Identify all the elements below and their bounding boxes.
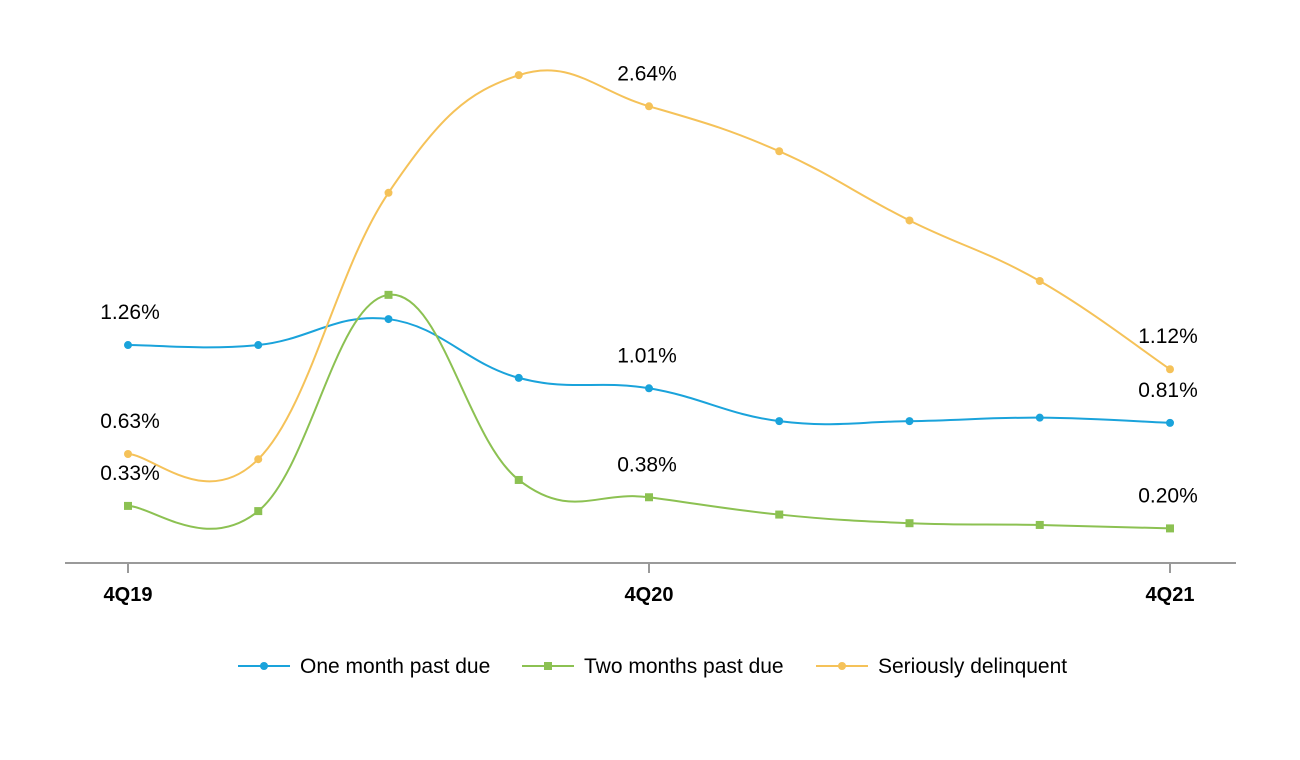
seriously-delinquent-point-4Q21	[1166, 365, 1174, 374]
legend-label: Two months past due	[584, 655, 784, 678]
seriously-delinquent-point-2Q20	[384, 188, 393, 197]
one-month-past-due-point-3Q21	[1035, 413, 1044, 422]
seriously-delinquent-line	[127, 69, 1171, 483]
x-tick-label: 4Q19	[104, 584, 153, 606]
two-months-past-due-data-label: 0.33%	[100, 462, 160, 485]
seriously-delinquent-data-label: 1.12%	[1138, 325, 1198, 348]
two-months-past-due-point-4Q20	[645, 493, 653, 502]
two-months-past-due-point-3Q21	[1035, 520, 1044, 529]
two-months-past-due-point-2Q21	[905, 519, 914, 528]
seriously-delinquent-point-3Q20	[514, 71, 523, 80]
two-months-past-due-point-2Q20	[384, 290, 393, 299]
legend-label: Seriously delinquent	[878, 655, 1067, 678]
two-months-past-due-point-4Q19	[124, 501, 132, 510]
seriously-delinquent-point-3Q21	[1035, 277, 1044, 286]
legend-swatch-marker	[544, 662, 552, 670]
seriously-delinquent-point-2Q21	[905, 216, 914, 225]
legend-item-seriously-delinquent: Seriously delinquent	[816, 655, 1067, 678]
one-month-past-due-line	[127, 317, 1171, 426]
one-month-past-due-data-label: 0.81%	[1138, 379, 1198, 402]
two-months-past-due-point-1Q20	[254, 507, 263, 516]
two-months-past-due-point-1Q21	[775, 510, 784, 519]
seriously-delinquent-point-1Q20	[254, 455, 263, 464]
seriously-delinquent-point-4Q20	[645, 102, 653, 111]
two-months-past-due-point-4Q21	[1166, 524, 1174, 533]
two-months-past-due-data-label: 0.20%	[1138, 484, 1198, 507]
two-months-past-due-line	[127, 293, 1171, 530]
series-markers	[124, 71, 1174, 533]
seriously-delinquent-data-label: 0.63%	[100, 410, 160, 433]
data-labels: 1.26% 1.01% 0.81% 0.33% 0.38% 0.20% 0.63% 2.64%…	[100, 62, 1198, 507]
seriously-delinquent-data-label: 2.64%	[617, 62, 677, 85]
x-tick-label: 4Q20	[625, 584, 674, 606]
one-month-past-due-point-2Q20	[384, 315, 393, 324]
one-month-past-due-data-label: 1.01%	[617, 344, 677, 367]
one-month-past-due-point-4Q19	[124, 341, 132, 350]
two-months-past-due-point-3Q20	[514, 475, 523, 484]
one-month-past-due-point-4Q21	[1166, 418, 1174, 427]
legend-item-one-month-past-due: One month past due	[238, 655, 490, 678]
x-tick-label: 4Q21	[1146, 584, 1195, 606]
legend-swatch-marker	[260, 662, 268, 670]
seriously-delinquent-point-4Q19	[124, 450, 132, 459]
one-month-past-due-point-2Q21	[905, 417, 914, 426]
one-month-past-due-data-label: 1.26%	[100, 301, 160, 324]
seriously-delinquent-point-1Q21	[775, 147, 784, 156]
legend-item-two-months-past-due: Two months past due	[522, 655, 784, 678]
one-month-past-due-point-4Q20	[645, 384, 653, 393]
legend-swatch-marker	[838, 662, 846, 670]
one-month-past-due-point-3Q20	[514, 373, 523, 382]
one-month-past-due-point-1Q20	[254, 341, 263, 350]
legend-label: One month past due	[300, 655, 490, 678]
legend: One month past due Two months past due Ser…	[238, 655, 1067, 678]
one-month-past-due-point-1Q21	[775, 417, 784, 426]
two-months-past-due-data-label: 0.38%	[617, 453, 677, 476]
x-axis-ticks: 4Q19 4Q20 4Q21	[104, 563, 1195, 606]
